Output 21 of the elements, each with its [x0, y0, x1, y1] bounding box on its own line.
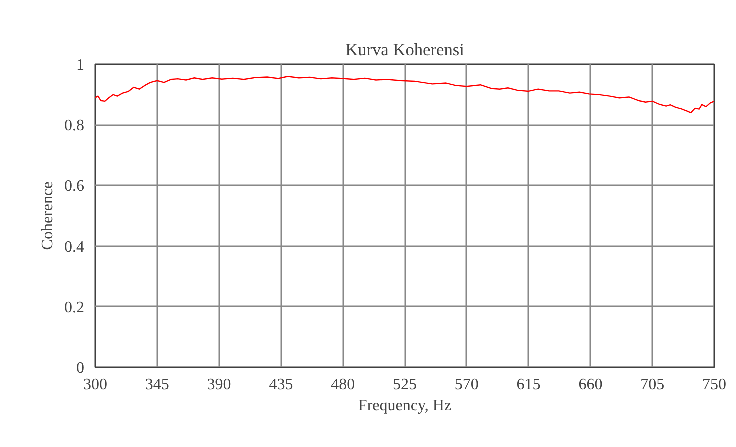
- x-tick-label: 705: [640, 376, 665, 394]
- x-tick-label: 435: [269, 376, 294, 394]
- x-tick-label: 345: [145, 376, 170, 394]
- x-tick-label: 390: [207, 376, 232, 394]
- chart-title: Kurva Koherensi: [346, 40, 465, 60]
- x-tick-label: 300: [84, 376, 108, 394]
- y-axis-title: Coherence: [40, 182, 56, 250]
- x-axis-title: Frequency, Hz: [358, 398, 452, 414]
- x-tick-label: 525: [393, 376, 417, 394]
- y-tick-label: 0: [76, 360, 84, 377]
- x-tick-label: 660: [578, 376, 603, 394]
- x-tick-label: 480: [331, 376, 356, 394]
- x-tick-label: 570: [454, 376, 479, 394]
- y-tick-label: 0.8: [64, 118, 84, 135]
- y-tick-label: 0.4: [64, 238, 84, 256]
- line-series: [96, 76, 714, 114]
- x-tick-label: 750: [702, 376, 726, 394]
- y-tick-label: 0.2: [64, 299, 84, 316]
- y-tick-label: 0.6: [64, 178, 84, 196]
- x-tick-label: 615: [516, 376, 541, 394]
- y-tick-label: 1: [76, 57, 84, 74]
